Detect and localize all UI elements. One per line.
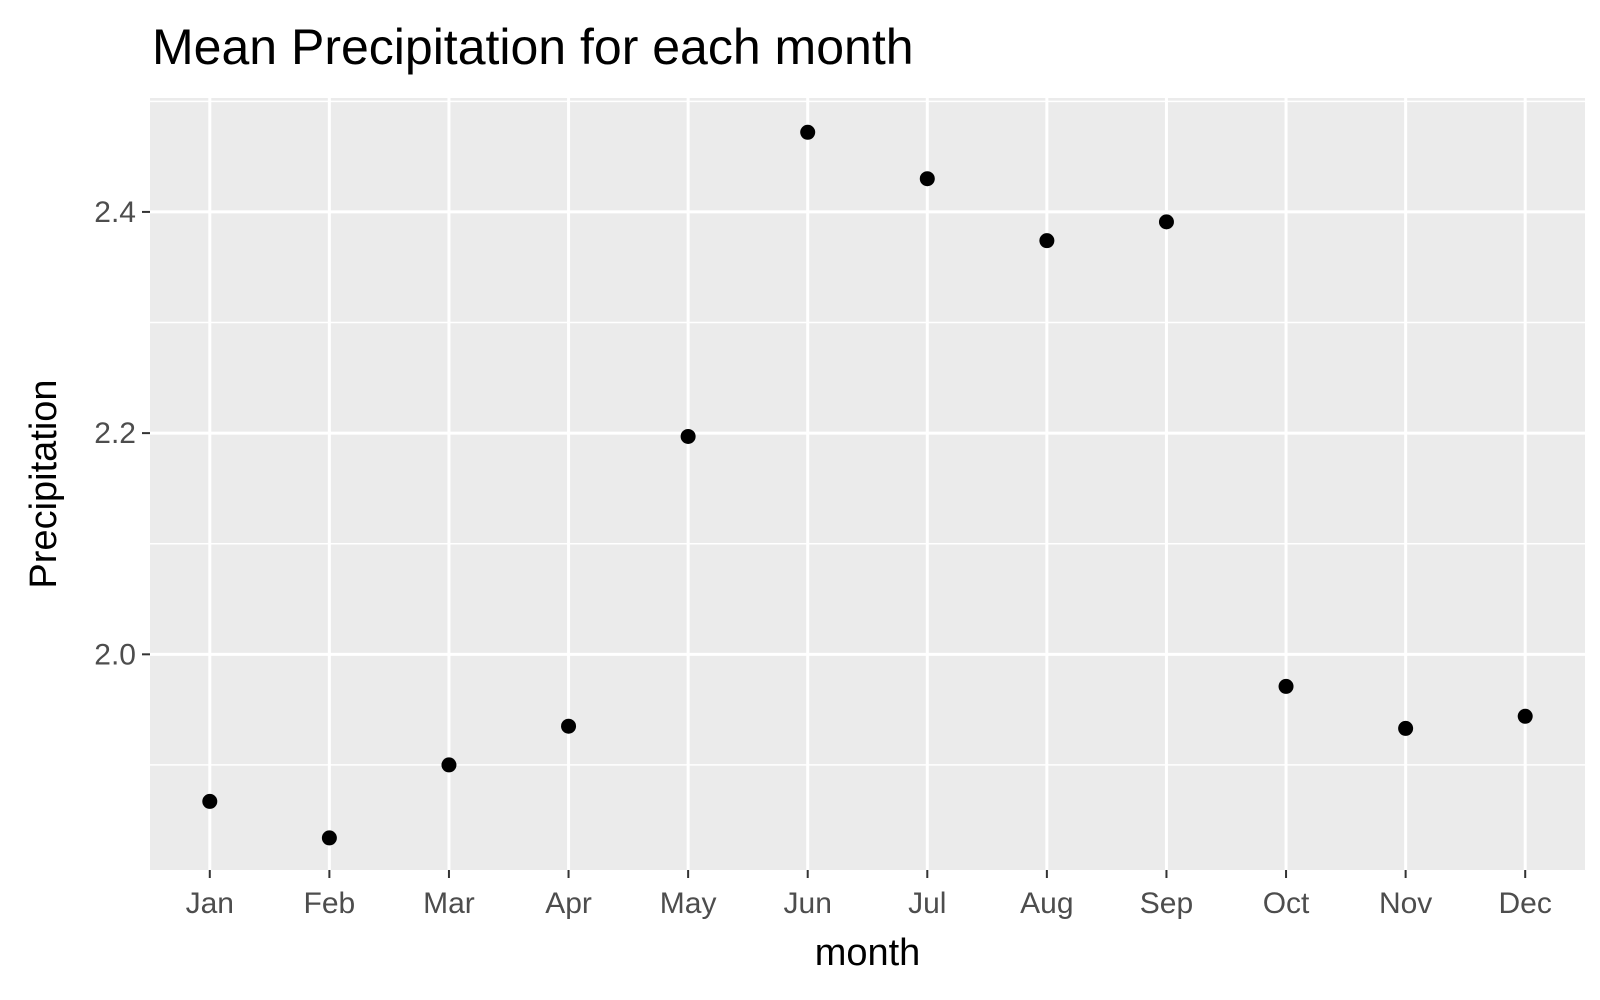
- x-tick-label: Mar: [423, 887, 475, 920]
- plot-panel: [150, 98, 1585, 870]
- x-tick-label: Nov: [1379, 887, 1432, 920]
- data-point-jul: [919, 171, 935, 187]
- x-tick-label: Aug: [1020, 887, 1073, 920]
- data-point-feb: [321, 830, 337, 846]
- x-axis: Jan Feb Mar Apr May Jun Jul Aug Sep Oct Nov Dec: [186, 870, 1552, 920]
- data-point-jun: [800, 124, 816, 140]
- y-axis: 2.0 2.2 2.4: [94, 196, 150, 671]
- data-point-jan: [202, 793, 218, 809]
- chart-title: Mean Precipitation for each month: [152, 19, 914, 75]
- minor-gridlines: [150, 100, 1585, 766]
- y-axis-title: Precipitation: [23, 379, 65, 588]
- x-tick-label: Feb: [304, 887, 356, 920]
- data-points: [202, 124, 1533, 846]
- y-tick-label: 2.0: [94, 638, 136, 671]
- x-tick-label: Jul: [908, 887, 946, 920]
- data-point-nov: [1398, 720, 1414, 736]
- x-tick-label: Sep: [1140, 887, 1193, 920]
- data-point-dec: [1517, 708, 1533, 724]
- x-tick-label: Apr: [545, 887, 592, 920]
- data-point-aug: [1039, 233, 1055, 249]
- x-tick-label: Jan: [186, 887, 234, 920]
- y-tick-label: 2.2: [94, 417, 136, 450]
- x-tick-label: Oct: [1263, 887, 1310, 920]
- x-axis-title: month: [815, 932, 921, 974]
- x-tick-label: Dec: [1499, 887, 1552, 920]
- x-tick-label: Jun: [784, 887, 832, 920]
- major-gridlines: [150, 98, 1585, 870]
- data-point-apr: [561, 718, 577, 734]
- data-point-oct: [1278, 678, 1294, 694]
- data-point-sep: [1158, 214, 1174, 230]
- data-point-mar: [441, 757, 457, 773]
- y-tick-label: 2.4: [94, 196, 136, 229]
- x-tick-label: May: [660, 887, 717, 920]
- data-point-may: [680, 428, 696, 444]
